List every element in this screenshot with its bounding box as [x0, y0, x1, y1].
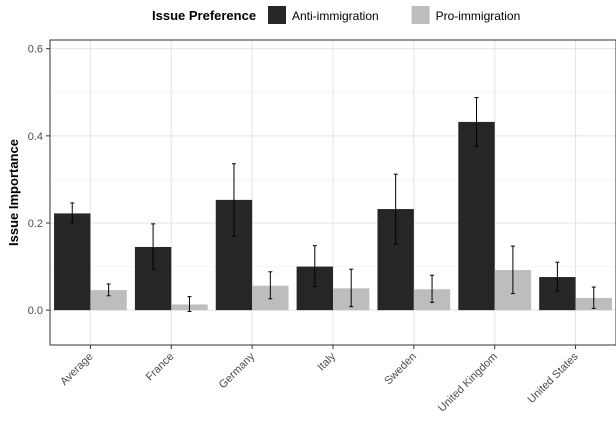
y-tick-label: 0.0	[28, 305, 43, 317]
x-axis: Average France Germany Italy Sweden United Ki…	[58, 345, 581, 414]
legend-swatch	[268, 6, 286, 24]
x-tick-label: Germany	[217, 350, 258, 391]
x-tick-label: Average	[58, 351, 95, 388]
y-axis-title: Issue Importance	[6, 139, 21, 246]
legend-label: Anti-immigration	[292, 9, 379, 23]
x-tick-label: United States	[526, 350, 582, 406]
legend-swatch	[411, 6, 430, 24]
x-tick-label: Italy	[315, 350, 338, 373]
y-tick-label: 0.4	[28, 131, 43, 143]
y-axis: 0.0 0.2 0.4 0.6	[28, 44, 50, 317]
legend: Issue Preference Anti-immigration Pro-immi…	[152, 6, 520, 24]
x-tick-label: Sweden	[382, 351, 419, 388]
x-tick-label: France	[144, 351, 177, 384]
bar	[54, 213, 91, 311]
x-tick-label: United Kingdom	[436, 351, 500, 415]
bar	[90, 290, 127, 311]
bar	[458, 121, 495, 311]
legend-label: Pro-immigration	[436, 9, 521, 23]
legend-title: Issue Preference	[152, 8, 256, 23]
y-tick-label: 0.2	[28, 218, 43, 230]
y-tick-label: 0.6	[28, 44, 43, 56]
plot-panel	[49, 39, 616, 346]
